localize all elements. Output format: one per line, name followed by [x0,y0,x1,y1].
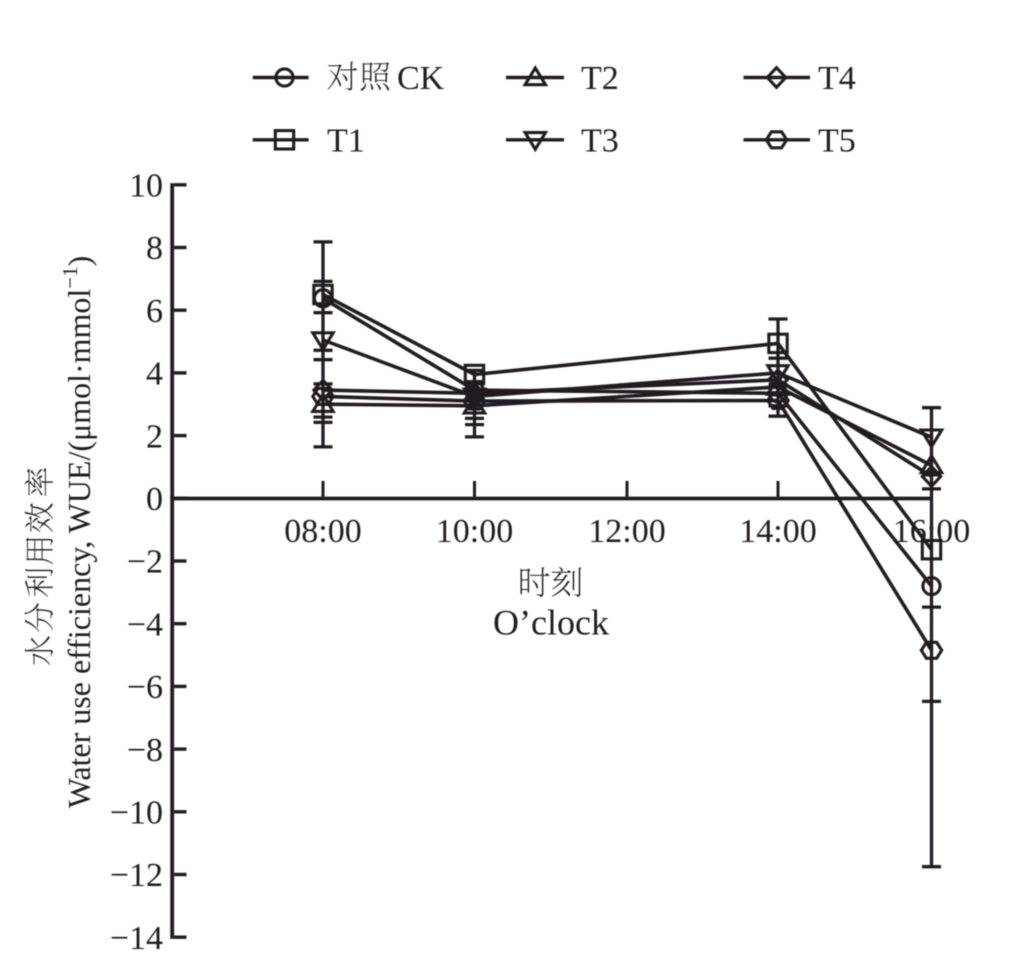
svg-text:−14: −14 [110,920,163,957]
svg-text:2: 2 [146,418,163,455]
svg-text:CK: CK [397,60,445,97]
svg-text:10: 10 [129,168,163,205]
svg-text:14:00: 14:00 [739,513,816,550]
svg-text:−8: −8 [127,732,163,769]
svg-text:−10: −10 [110,795,163,832]
svg-text:10:00: 10:00 [436,513,513,550]
svg-text:−6: −6 [127,669,163,706]
svg-text:6: 6 [146,293,163,330]
svg-text:8: 8 [146,230,163,267]
svg-text:T4: T4 [818,60,856,97]
svg-text:4: 4 [146,356,163,393]
svg-text:Water use efficiency, WUE/(μmo: Water use efficiency, WUE/(μmol·mmol−1) [58,256,97,809]
svg-text:0: 0 [146,481,163,518]
svg-text:−2: −2 [127,544,163,581]
svg-text:08:00: 08:00 [284,513,361,550]
svg-text:T1: T1 [327,123,365,160]
svg-text:T5: T5 [818,123,856,160]
svg-text:−4: −4 [127,606,163,643]
svg-text:−12: −12 [110,857,163,894]
svg-text:T3: T3 [581,123,619,160]
svg-text:12:00: 12:00 [588,513,665,550]
svg-text:T2: T2 [581,60,619,97]
svg-text:O’clock: O’clock [493,603,609,643]
